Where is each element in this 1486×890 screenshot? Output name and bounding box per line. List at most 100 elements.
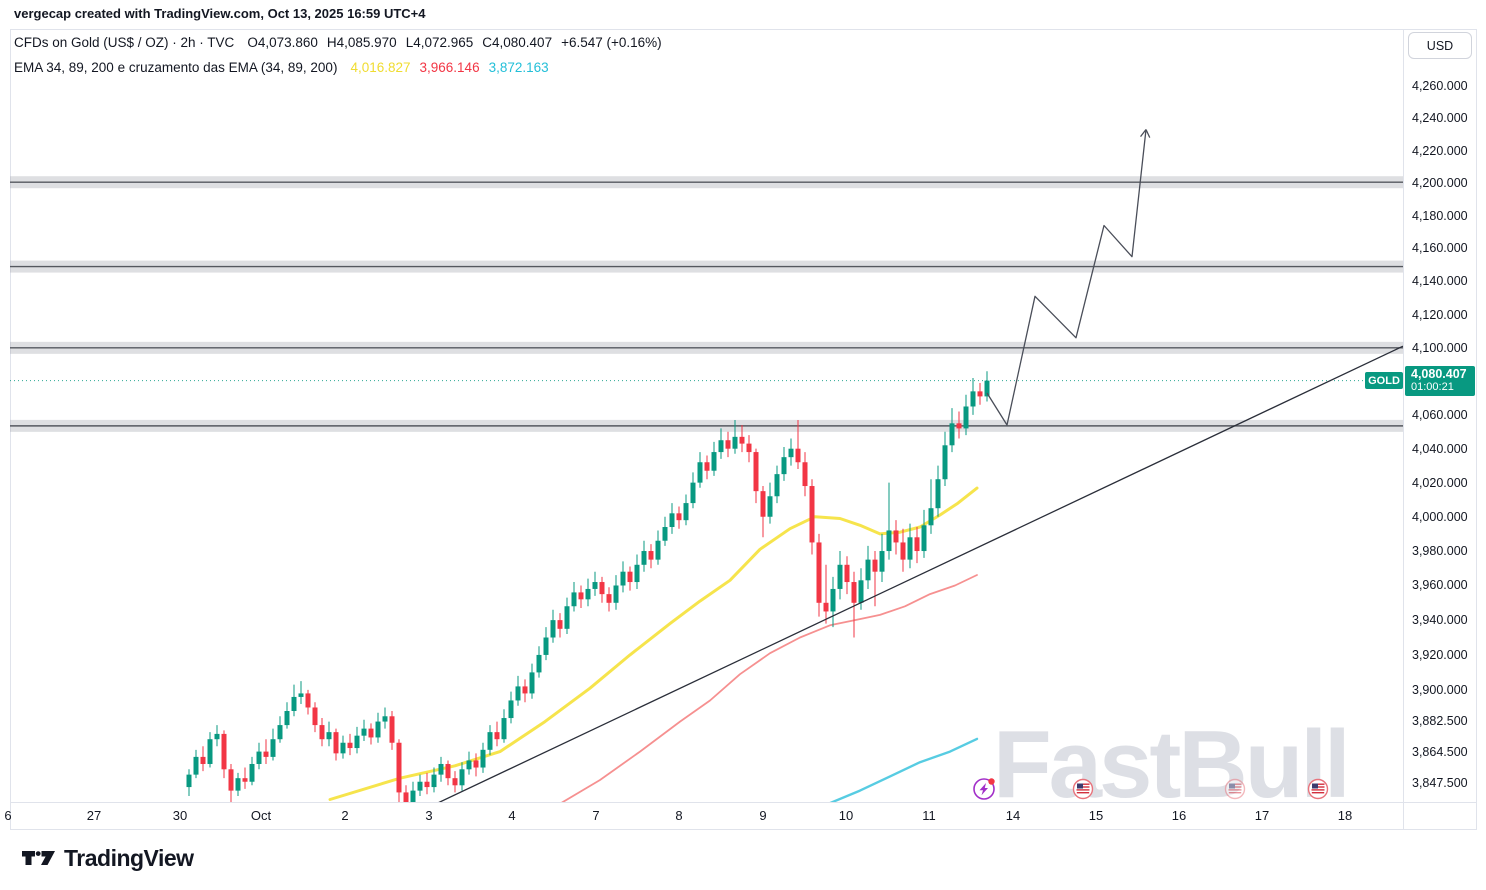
candle-body: [907, 537, 913, 560]
candle-body: [627, 571, 633, 583]
currency-toggle-button[interactable]: USD: [1408, 32, 1472, 59]
candle-body: [641, 551, 647, 565]
price-tick-label: 4,100.000: [1412, 340, 1468, 355]
candle-body: [802, 462, 808, 487]
price-axis[interactable]: USD 4,260.000 4,240.000 4,220.000 4,200.000…: [1404, 29, 1477, 830]
candle-body: [417, 781, 423, 791]
tradingview-logo[interactable]: TradingView: [22, 845, 194, 872]
candle-body: [578, 592, 584, 600]
candle-body: [655, 540, 661, 560]
time-tick-label[interactable]: 7: [592, 808, 600, 823]
arrowhead: [1145, 129, 1151, 138]
candle-body: [354, 735, 360, 749]
time-tick-label[interactable]: 10: [838, 808, 854, 823]
candle-body: [403, 792, 409, 802]
attribution-text: vergecap created with TradingView.com, O…: [14, 6, 426, 21]
candle-body: [522, 686, 528, 694]
candle-body: [382, 716, 388, 722]
time-tick-label[interactable]: 8: [675, 808, 683, 823]
candle-body: [438, 763, 444, 775]
time-tick-label[interactable]: Oct: [250, 808, 272, 823]
price-tick-label: 4,020.000: [1412, 475, 1468, 490]
candle-body: [445, 763, 451, 779]
candle-body: [550, 620, 556, 638]
price-tick-label: 3,882.500: [1412, 713, 1468, 728]
gold-source-badge: GOLD: [1365, 372, 1403, 390]
last-price-value: 4,080.407: [1411, 366, 1467, 381]
candle-body: [732, 436, 738, 449]
candle-body: [760, 491, 766, 517]
time-tick-label[interactable]: 30: [172, 808, 188, 823]
price-tick-label: 3,940.000: [1412, 613, 1468, 628]
ema200-value: 3,872.163: [488, 60, 549, 75]
candle-body: [949, 423, 955, 446]
candle-body: [837, 564, 843, 589]
candle-body: [830, 588, 836, 612]
candle-body: [389, 716, 395, 743]
candle-body: [207, 739, 213, 764]
candle-body: [704, 462, 710, 471]
candle-body: [739, 436, 745, 444]
chart-widget-frame: [10, 29, 1477, 830]
time-tick-label[interactable]: 17: [1254, 808, 1270, 823]
candle-body: [431, 774, 437, 788]
price-tick-label: 4,180.000: [1412, 208, 1468, 223]
candle-body: [634, 564, 640, 583]
time-tick-label[interactable]: 16: [1171, 808, 1187, 823]
time-tick-label[interactable]: 4: [508, 808, 516, 823]
candle-body: [774, 474, 780, 497]
price-tick-label: 4,260.000: [1412, 79, 1468, 93]
candle-body: [487, 732, 493, 750]
candle-body: [613, 585, 619, 603]
candle-body: [263, 751, 269, 757]
candle-body: [942, 445, 948, 480]
price-tick-label: 4,000.000: [1412, 509, 1468, 524]
candle-body: [767, 496, 773, 517]
candle-body: [956, 423, 962, 429]
price-tick-label: 4,120.000: [1412, 307, 1468, 322]
ema-indicator-title[interactable]: EMA 34, 89, 200 e cruzamento das EMA (34…: [14, 60, 338, 75]
candle-body: [585, 588, 591, 600]
candle-body: [606, 594, 612, 603]
candle-body: [900, 542, 906, 560]
candle-body: [669, 513, 675, 528]
candle-body: [193, 756, 199, 775]
bar-close-countdown: 01:00:21: [1411, 380, 1454, 393]
tradingview-logo-icon: [22, 850, 55, 865]
price-tick-label: 4,160.000: [1412, 241, 1468, 256]
price-tick-label: 3,864.500: [1412, 745, 1468, 760]
time-tick-label[interactable]: 15: [1088, 808, 1104, 823]
last-price-badge: 4,080.407 01:00:21: [1405, 365, 1475, 396]
candle-body: [277, 725, 283, 740]
time-tick-label[interactable]: 27: [86, 808, 102, 823]
time-tick-label[interactable]: 11: [922, 808, 936, 823]
time-tick-label[interactable]: 2: [341, 808, 349, 823]
candle-body: [718, 440, 724, 453]
symbol-row: CFDs on Gold (US$ / OZ) · 2h · TVC O4,07…: [14, 35, 662, 50]
symbol-title[interactable]: CFDs on Gold (US$ / OZ) · 2h · TVC: [14, 35, 235, 50]
time-tick-label[interactable]: 18: [1337, 808, 1353, 823]
time-axis[interactable]: 6 27 30 Oct 2 3 4 7 8 9 10 11 14 15 16 17 18: [0, 806, 1486, 830]
candle-body: [452, 778, 458, 786]
time-tick-label[interactable]: 9: [759, 808, 767, 823]
candle-body: [599, 582, 605, 595]
price-axis-separator[interactable]: [1403, 29, 1404, 830]
candle-body: [564, 606, 570, 629]
candle-body: [851, 582, 857, 603]
time-axis-separator[interactable]: [10, 802, 1477, 803]
candle-body: [543, 637, 549, 655]
candle-body: [935, 479, 941, 509]
time-tick-label[interactable]: 14: [1005, 808, 1021, 823]
candle-body: [571, 592, 577, 607]
candle-body: [340, 742, 346, 754]
candle-body: [872, 559, 878, 572]
time-tick-label[interactable]: 3: [425, 808, 433, 823]
candle-body: [592, 582, 598, 589]
price-tick-label: 4,140.000: [1412, 274, 1468, 289]
candle-body: [459, 769, 465, 786]
time-tick-label[interactable]: 6: [4, 808, 12, 823]
candle-body: [858, 580, 864, 603]
price-tick-label: 3,980.000: [1412, 544, 1468, 559]
price-tick-label: 4,200.000: [1412, 176, 1468, 191]
